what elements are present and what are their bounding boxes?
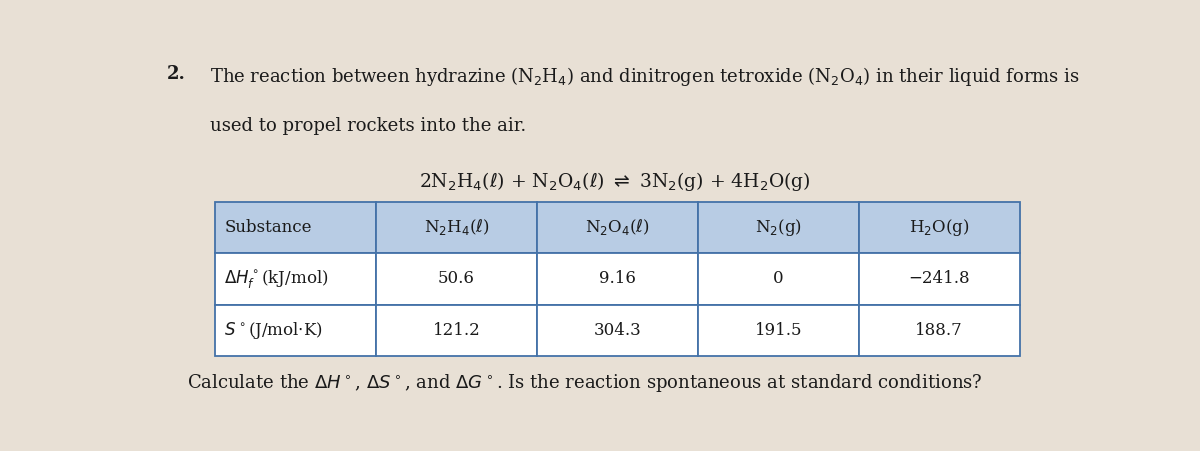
Text: N$_2$(g): N$_2$(g) (755, 217, 802, 238)
FancyBboxPatch shape (697, 253, 859, 305)
Text: 304.3: 304.3 (594, 322, 641, 339)
FancyBboxPatch shape (697, 202, 859, 253)
Text: 191.5: 191.5 (755, 322, 802, 339)
FancyBboxPatch shape (859, 202, 1020, 253)
Text: −241.8: −241.8 (908, 271, 970, 287)
FancyBboxPatch shape (215, 202, 376, 253)
Text: used to propel rockets into the air.: used to propel rockets into the air. (210, 117, 527, 135)
Text: N$_2$O$_4$($\ell$): N$_2$O$_4$($\ell$) (584, 217, 649, 238)
Text: 0: 0 (773, 271, 784, 287)
Text: N$_2$H$_4$($\ell$): N$_2$H$_4$($\ell$) (424, 217, 490, 238)
Text: 2.: 2. (167, 64, 186, 83)
Text: $S^\circ$(J/mol$\cdot$K): $S^\circ$(J/mol$\cdot$K) (224, 320, 323, 341)
Text: 2N$_2$H$_4$($\ell$) + N$_2$O$_4$($\ell$) $\rightleftharpoons$ 3N$_2$(g) + 4H$_2$: 2N$_2$H$_4$($\ell$) + N$_2$O$_4$($\ell$)… (419, 170, 811, 193)
Text: $\Delta H^\circ_f$(kJ/mol): $\Delta H^\circ_f$(kJ/mol) (224, 268, 329, 290)
Text: Calculate the $\Delta H^\circ$, $\Delta S^\circ$, and $\Delta G^\circ$. Is the r: Calculate the $\Delta H^\circ$, $\Delta … (187, 372, 983, 394)
FancyBboxPatch shape (697, 305, 859, 356)
FancyBboxPatch shape (859, 253, 1020, 305)
FancyBboxPatch shape (536, 253, 697, 305)
FancyBboxPatch shape (376, 202, 536, 253)
FancyBboxPatch shape (215, 253, 376, 305)
Text: The reaction between hydrazine (N$_2$H$_4$) and dinitrogen tetroxide (N$_2$O$_4$: The reaction between hydrazine (N$_2$H$_… (210, 64, 1080, 87)
FancyBboxPatch shape (376, 305, 536, 356)
Text: 50.6: 50.6 (438, 271, 475, 287)
FancyBboxPatch shape (536, 202, 697, 253)
FancyBboxPatch shape (215, 305, 376, 356)
Text: 121.2: 121.2 (432, 322, 480, 339)
FancyBboxPatch shape (859, 305, 1020, 356)
FancyBboxPatch shape (376, 253, 536, 305)
Text: Substance: Substance (224, 219, 312, 236)
Text: 188.7: 188.7 (916, 322, 962, 339)
Text: 9.16: 9.16 (599, 271, 636, 287)
Text: H$_2$O(g): H$_2$O(g) (908, 217, 970, 238)
FancyBboxPatch shape (536, 305, 697, 356)
